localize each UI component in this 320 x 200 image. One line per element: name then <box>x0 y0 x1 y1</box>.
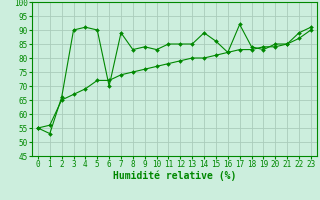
X-axis label: Humidité relative (%): Humidité relative (%) <box>113 171 236 181</box>
